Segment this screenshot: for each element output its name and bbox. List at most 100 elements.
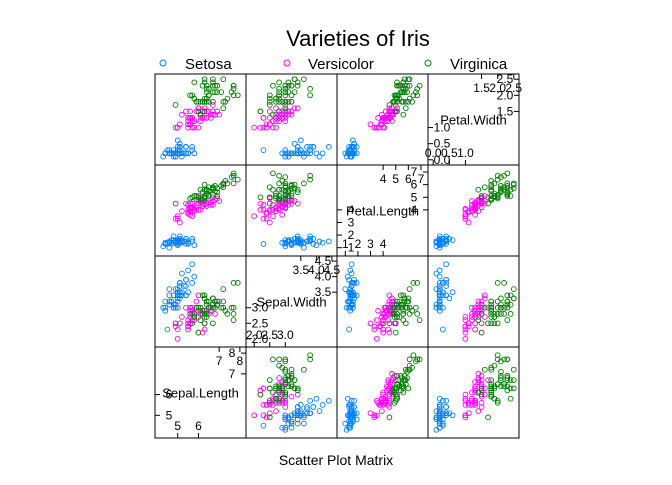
point-setosa-sepal-length-vs-petal-length-48 bbox=[348, 406, 355, 412]
point-versicolor-sepal-width-vs-petal-width-35 bbox=[481, 292, 488, 299]
point-virginica-petal-width-vs-sepal-width-24 bbox=[291, 89, 298, 95]
tick-label-sepal-length-top-1: 8 bbox=[237, 354, 244, 368]
point-virginica-petal-length-vs-sepal-length-39 bbox=[214, 189, 220, 196]
point-virginica-sepal-width-vs-sepal-length-45 bbox=[210, 304, 216, 311]
point-virginica-sepal-length-vs-sepal-width-49 bbox=[282, 393, 289, 400]
point-virginica-sepal-length-vs-sepal-width-31 bbox=[307, 352, 313, 359]
point-setosa-sepal-width-vs-sepal-length-32 bbox=[179, 270, 185, 277]
point-setosa-sepal-length-vs-sepal-width-14 bbox=[313, 395, 320, 402]
point-setosa-sepal-length-vs-sepal-width-28 bbox=[294, 408, 301, 414]
legend-marker-setosa bbox=[159, 59, 167, 67]
point-virginica-sepal-width-vs-petal-width-40 bbox=[507, 301, 514, 308]
point-virginica-petal-width-vs-petal-length-43 bbox=[404, 82, 410, 89]
point-virginica-petal-length-vs-petal-width-43 bbox=[504, 183, 511, 189]
point-virginica-petal-width-vs-sepal-length-25 bbox=[220, 98, 227, 105]
point-versicolor-sepal-width-vs-petal-width-17 bbox=[462, 314, 469, 320]
tick-label-sepal-width-left-1: 2.5 bbox=[252, 316, 269, 330]
point-virginica-petal-width-vs-sepal-length-21 bbox=[187, 92, 193, 99]
point-virginica-petal-length-vs-sepal-width-32 bbox=[276, 186, 282, 193]
point-virginica-sepal-width-vs-sepal-length-38 bbox=[195, 304, 202, 311]
point-setosa-sepal-width-vs-petal-length-41 bbox=[346, 326, 352, 333]
point-versicolor-sepal-length-vs-petal-length-29 bbox=[373, 397, 380, 404]
point-versicolor-sepal-width-vs-petal-width-36 bbox=[478, 301, 485, 308]
point-virginica-petal-length-vs-petal-width-8 bbox=[488, 184, 495, 191]
point-virginica-sepal-width-vs-petal-width-42 bbox=[491, 314, 498, 320]
point-virginica-sepal-width-vs-petal-width-4 bbox=[501, 304, 507, 311]
point-virginica-sepal-width-vs-petal-length-31 bbox=[410, 280, 417, 286]
point-virginica-sepal-length-vs-sepal-width-30 bbox=[276, 362, 282, 369]
point-setosa-petal-length-vs-sepal-width-49 bbox=[291, 239, 298, 246]
point-virginica-petal-length-vs-petal-width-25 bbox=[488, 181, 495, 188]
point-versicolor-sepal-width-vs-petal-length-44 bbox=[382, 314, 389, 320]
point-setosa-petal-width-vs-sepal-length-20 bbox=[183, 150, 189, 157]
point-setosa-sepal-length-vs-sepal-width-38 bbox=[282, 424, 289, 431]
point-setosa-sepal-length-vs-sepal-width-42 bbox=[288, 424, 295, 431]
point-setosa-sepal-length-vs-sepal-width-35 bbox=[288, 412, 295, 419]
point-virginica-sepal-width-vs-petal-length-22 bbox=[414, 311, 421, 317]
point-virginica-sepal-length-vs-petal-length-30 bbox=[406, 362, 413, 369]
point-versicolor-petal-length-vs-petal-width-43 bbox=[462, 215, 469, 222]
point-setosa-sepal-width-vs-sepal-length-41 bbox=[164, 326, 171, 333]
point-virginica-sepal-width-vs-petal-length-34 bbox=[400, 317, 407, 323]
point-versicolor-petal-width-vs-petal-length-34 bbox=[386, 108, 393, 115]
point-versicolor-petal-width-vs-sepal-width-6 bbox=[291, 105, 298, 112]
point-versicolor-petal-length-vs-sepal-width-49 bbox=[276, 205, 282, 212]
point-virginica-sepal-length-vs-sepal-width-15 bbox=[288, 383, 295, 390]
point-virginica-petal-width-vs-sepal-width-36 bbox=[294, 79, 301, 86]
point-setosa-petal-width-vs-sepal-width-22 bbox=[301, 150, 307, 157]
point-setosa-petal-length-vs-sepal-width-44 bbox=[307, 233, 313, 240]
point-virginica-petal-width-vs-petal-length-29 bbox=[402, 105, 409, 112]
point-virginica-sepal-length-vs-petal-width-39 bbox=[498, 373, 504, 379]
point-virginica-petal-length-vs-sepal-width-22 bbox=[276, 172, 282, 179]
point-setosa-sepal-length-vs-petal-width-48 bbox=[436, 406, 443, 412]
point-versicolor-petal-width-vs-sepal-width-28 bbox=[279, 108, 286, 115]
point-setosa-sepal-length-vs-sepal-width-45 bbox=[282, 416, 289, 423]
point-virginica-petal-length-vs-sepal-width-46 bbox=[266, 194, 273, 201]
point-versicolor-sepal-width-vs-petal-width-12 bbox=[462, 329, 469, 336]
point-setosa-sepal-width-vs-petal-width-46 bbox=[436, 280, 443, 286]
point-setosa-petal-width-vs-sepal-width-31 bbox=[294, 144, 301, 150]
point-virginica-sepal-width-vs-petal-width-24 bbox=[498, 295, 504, 302]
point-versicolor-petal-length-vs-petal-width-29 bbox=[462, 213, 469, 220]
point-setosa-sepal-width-vs-petal-width-21 bbox=[443, 283, 449, 289]
point-versicolor-petal-length-vs-sepal-length-31 bbox=[185, 210, 191, 217]
point-versicolor-sepal-length-vs-petal-width-17 bbox=[462, 395, 469, 402]
point-setosa-sepal-width-vs-sepal-length-49 bbox=[174, 295, 181, 302]
point-versicolor-sepal-length-vs-petal-width-16 bbox=[478, 400, 485, 406]
point-virginica-petal-width-vs-petal-length-8 bbox=[402, 98, 409, 105]
point-setosa-petal-width-vs-sepal-width-15 bbox=[325, 144, 332, 150]
tick-label-petal-length-right-0: 4 bbox=[411, 203, 418, 217]
point-versicolor-sepal-width-vs-petal-width-23 bbox=[469, 311, 475, 317]
point-versicolor-sepal-width-vs-sepal-length-9 bbox=[179, 314, 185, 320]
point-virginica-petal-width-vs-petal-length-28 bbox=[400, 89, 407, 95]
point-versicolor-sepal-length-vs-sepal-width-10 bbox=[251, 412, 258, 419]
point-versicolor-petal-length-vs-sepal-length-47 bbox=[199, 203, 206, 209]
point-versicolor-sepal-length-vs-sepal-width-39 bbox=[266, 402, 273, 408]
point-virginica-sepal-width-vs-petal-length-33 bbox=[394, 311, 400, 317]
point-versicolor-petal-length-vs-sepal-width-31 bbox=[263, 210, 270, 217]
point-setosa-sepal-width-vs-petal-width-9 bbox=[433, 301, 440, 308]
point-setosa-petal-width-vs-sepal-width-14 bbox=[313, 150, 320, 157]
point-versicolor-sepal-width-vs-sepal-length-20 bbox=[193, 298, 200, 305]
point-versicolor-sepal-width-vs-petal-width-27 bbox=[485, 304, 491, 311]
point-virginica-sepal-length-vs-petal-width-49 bbox=[488, 393, 495, 400]
point-versicolor-petal-width-vs-sepal-width-22 bbox=[266, 108, 273, 115]
point-virginica-sepal-width-vs-petal-width-10 bbox=[494, 298, 501, 305]
point-virginica-petal-length-vs-petal-width-31 bbox=[494, 176, 501, 183]
point-virginica-sepal-length-vs-petal-width-41 bbox=[504, 373, 511, 379]
point-versicolor-petal-length-vs-petal-width-23 bbox=[469, 198, 475, 204]
point-virginica-petal-length-vs-sepal-length-45 bbox=[210, 191, 216, 198]
point-virginica-sepal-width-vs-sepal-length-48 bbox=[199, 292, 206, 299]
point-setosa-petal-width-vs-sepal-length-48 bbox=[181, 150, 187, 157]
point-versicolor-sepal-width-vs-sepal-length-26 bbox=[212, 311, 218, 317]
tick-label-petal-length-bottom-1: 2 bbox=[355, 237, 362, 251]
point-virginica-sepal-length-vs-sepal-width-36 bbox=[294, 385, 301, 392]
point-virginica-sepal-length-vs-sepal-width-34 bbox=[270, 389, 276, 396]
point-virginica-sepal-length-vs-petal-width-8 bbox=[488, 377, 495, 383]
point-virginica-sepal-length-vs-sepal-width-6 bbox=[266, 414, 273, 421]
point-versicolor-petal-width-vs-petal-length-43 bbox=[371, 124, 378, 131]
point-virginica-petal-length-vs-sepal-length-47 bbox=[205, 191, 212, 198]
point-setosa-sepal-width-vs-petal-length-40 bbox=[346, 289, 352, 296]
tick-label-petal-length-bottom-2: 3 bbox=[367, 237, 374, 251]
point-setosa-petal-length-vs-sepal-width-40 bbox=[297, 241, 304, 247]
